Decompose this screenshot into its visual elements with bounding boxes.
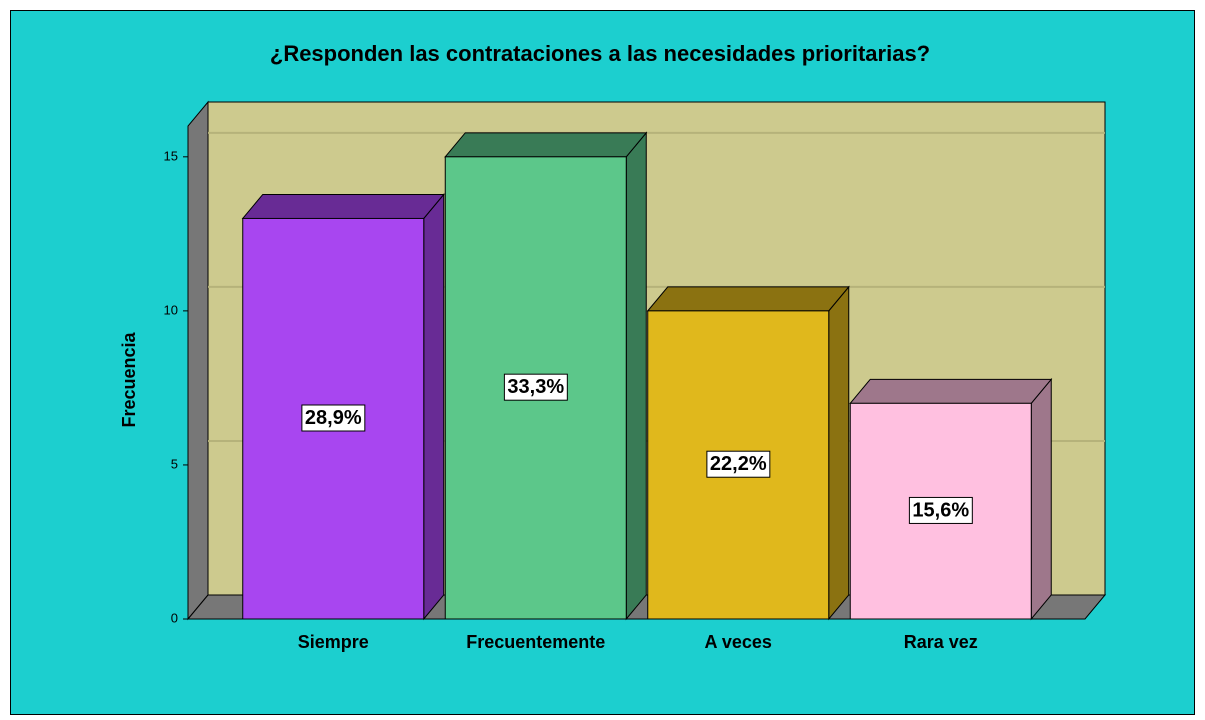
y-axis-title: Frecuencia (119, 331, 139, 427)
data-label-box (908, 496, 973, 524)
bar-top (849, 378, 1053, 404)
x-tick-label: Rara vez (904, 632, 978, 652)
data-label-box (503, 373, 568, 401)
data-label: 33,3% (507, 376, 564, 398)
bar-side (625, 131, 647, 621)
y-tick-label: 10 (164, 302, 178, 317)
x-tick-label: A veces (705, 632, 772, 652)
data-label: 15,6% (912, 499, 969, 521)
y-tick-label: 0 (171, 610, 178, 625)
y-tick-label: 15 (164, 148, 178, 163)
x-tick-label: Siempre (298, 632, 369, 652)
chart-title: ¿Responden las contrataciones a las nece… (270, 41, 930, 66)
data-label-box (301, 404, 366, 432)
data-label: 28,9% (305, 407, 362, 429)
bar-side (423, 193, 445, 621)
data-label: 22,2% (710, 453, 767, 475)
bar-side (1030, 377, 1052, 621)
y-tick-label: 5 (171, 456, 178, 471)
left-wall (187, 100, 209, 621)
bar-top (444, 132, 648, 158)
bar-side (828, 285, 850, 621)
bar-top (241, 193, 445, 219)
data-label-box (706, 450, 771, 478)
bar-top (646, 286, 850, 312)
x-tick-label: Frecuentemente (466, 632, 605, 652)
